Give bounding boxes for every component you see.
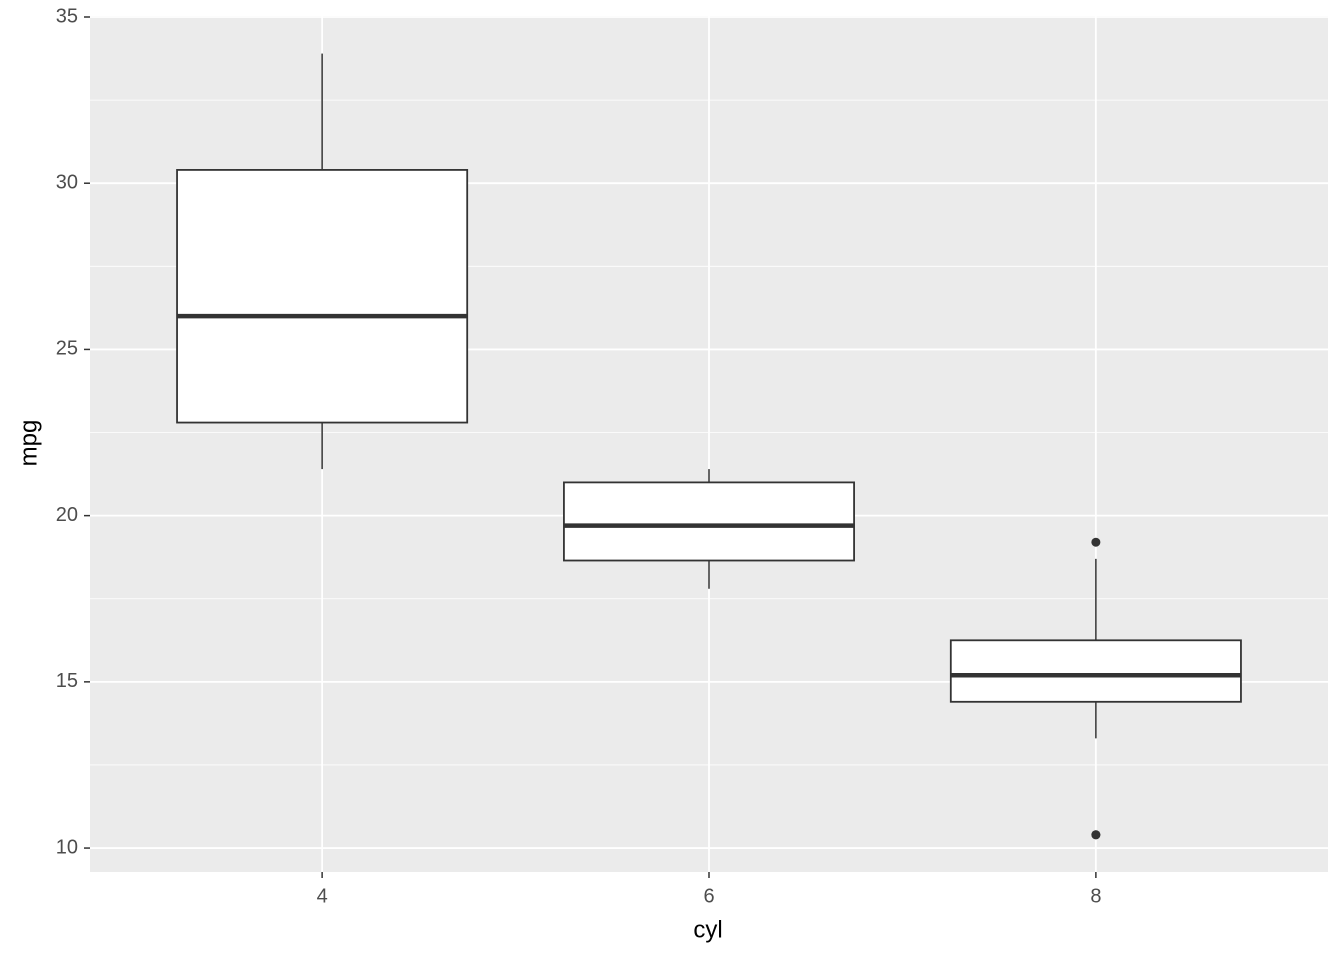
outlier — [1091, 537, 1101, 547]
y-tick-label: 10 — [56, 836, 78, 858]
marks — [176, 53, 1242, 840]
y-tick-label: 25 — [56, 338, 78, 360]
box — [176, 169, 469, 424]
box — [949, 639, 1242, 703]
y-axis-title: mpg — [15, 420, 42, 467]
y-tick-label: 30 — [56, 171, 78, 193]
x-axis-title: cyl — [693, 916, 722, 943]
y-tick-label: 20 — [56, 504, 78, 526]
x-tick-label: 6 — [703, 885, 714, 907]
x-tick-label: 4 — [317, 885, 328, 907]
outlier — [1091, 830, 1101, 840]
x-tick-label: 8 — [1090, 885, 1101, 907]
y-tick-label: 15 — [56, 670, 78, 692]
box — [563, 481, 855, 562]
y-tick-label: 35 — [56, 5, 78, 27]
